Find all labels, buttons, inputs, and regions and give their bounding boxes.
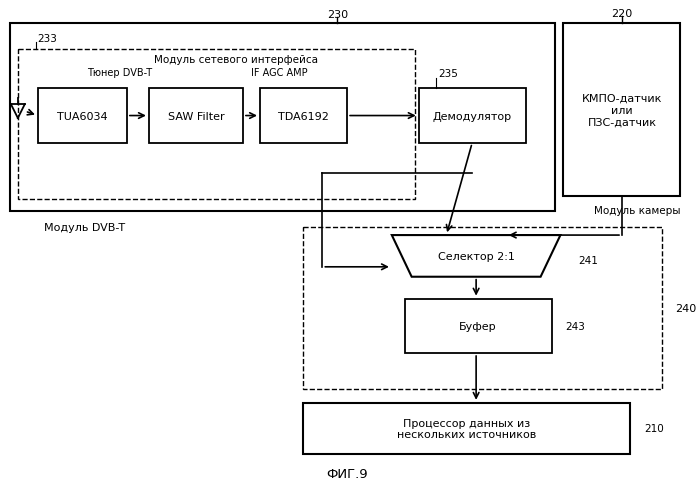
Bar xyxy=(38,89,127,143)
Text: 220: 220 xyxy=(612,9,633,19)
Text: КМПО-датчик
или
ПЗС-датчик: КМПО-датчик или ПЗС-датчик xyxy=(582,94,662,127)
Text: 233: 233 xyxy=(38,34,57,43)
Bar xyxy=(563,24,680,197)
Text: Демодулятор: Демодулятор xyxy=(433,111,512,122)
Text: 241: 241 xyxy=(578,255,598,265)
Text: 210: 210 xyxy=(644,424,663,434)
Text: Модуль сетевого интерфейса: Модуль сетевого интерфейса xyxy=(154,54,318,64)
Text: TUA6034: TUA6034 xyxy=(57,111,108,122)
Bar xyxy=(405,299,552,353)
Bar xyxy=(260,89,347,143)
Text: 240: 240 xyxy=(675,304,697,313)
Text: 230: 230 xyxy=(326,10,348,20)
Text: TDA6192: TDA6192 xyxy=(278,111,329,122)
Bar xyxy=(10,24,556,212)
Text: SAW Filter: SAW Filter xyxy=(168,111,224,122)
Text: Модуль камеры: Модуль камеры xyxy=(594,206,680,216)
Text: Модуль DVB-T: Модуль DVB-T xyxy=(44,223,125,233)
Bar xyxy=(419,89,526,143)
Text: Селектор 2:1: Селектор 2:1 xyxy=(438,251,514,262)
Bar xyxy=(303,228,662,389)
Text: Буфер: Буфер xyxy=(459,321,497,331)
Text: 235: 235 xyxy=(438,69,459,79)
Text: ФИГ.9: ФИГ.9 xyxy=(326,467,368,480)
Text: Тюнер DVB-T: Тюнер DVB-T xyxy=(87,68,152,78)
Bar xyxy=(303,403,630,454)
Text: IF AGC AMP: IF AGC AMP xyxy=(251,68,308,78)
Text: 243: 243 xyxy=(565,321,585,331)
Text: Процессор данных из
нескольких источников: Процессор данных из нескольких источнико… xyxy=(396,418,536,439)
Polygon shape xyxy=(392,236,561,277)
Bar xyxy=(149,89,243,143)
Bar xyxy=(18,49,415,200)
